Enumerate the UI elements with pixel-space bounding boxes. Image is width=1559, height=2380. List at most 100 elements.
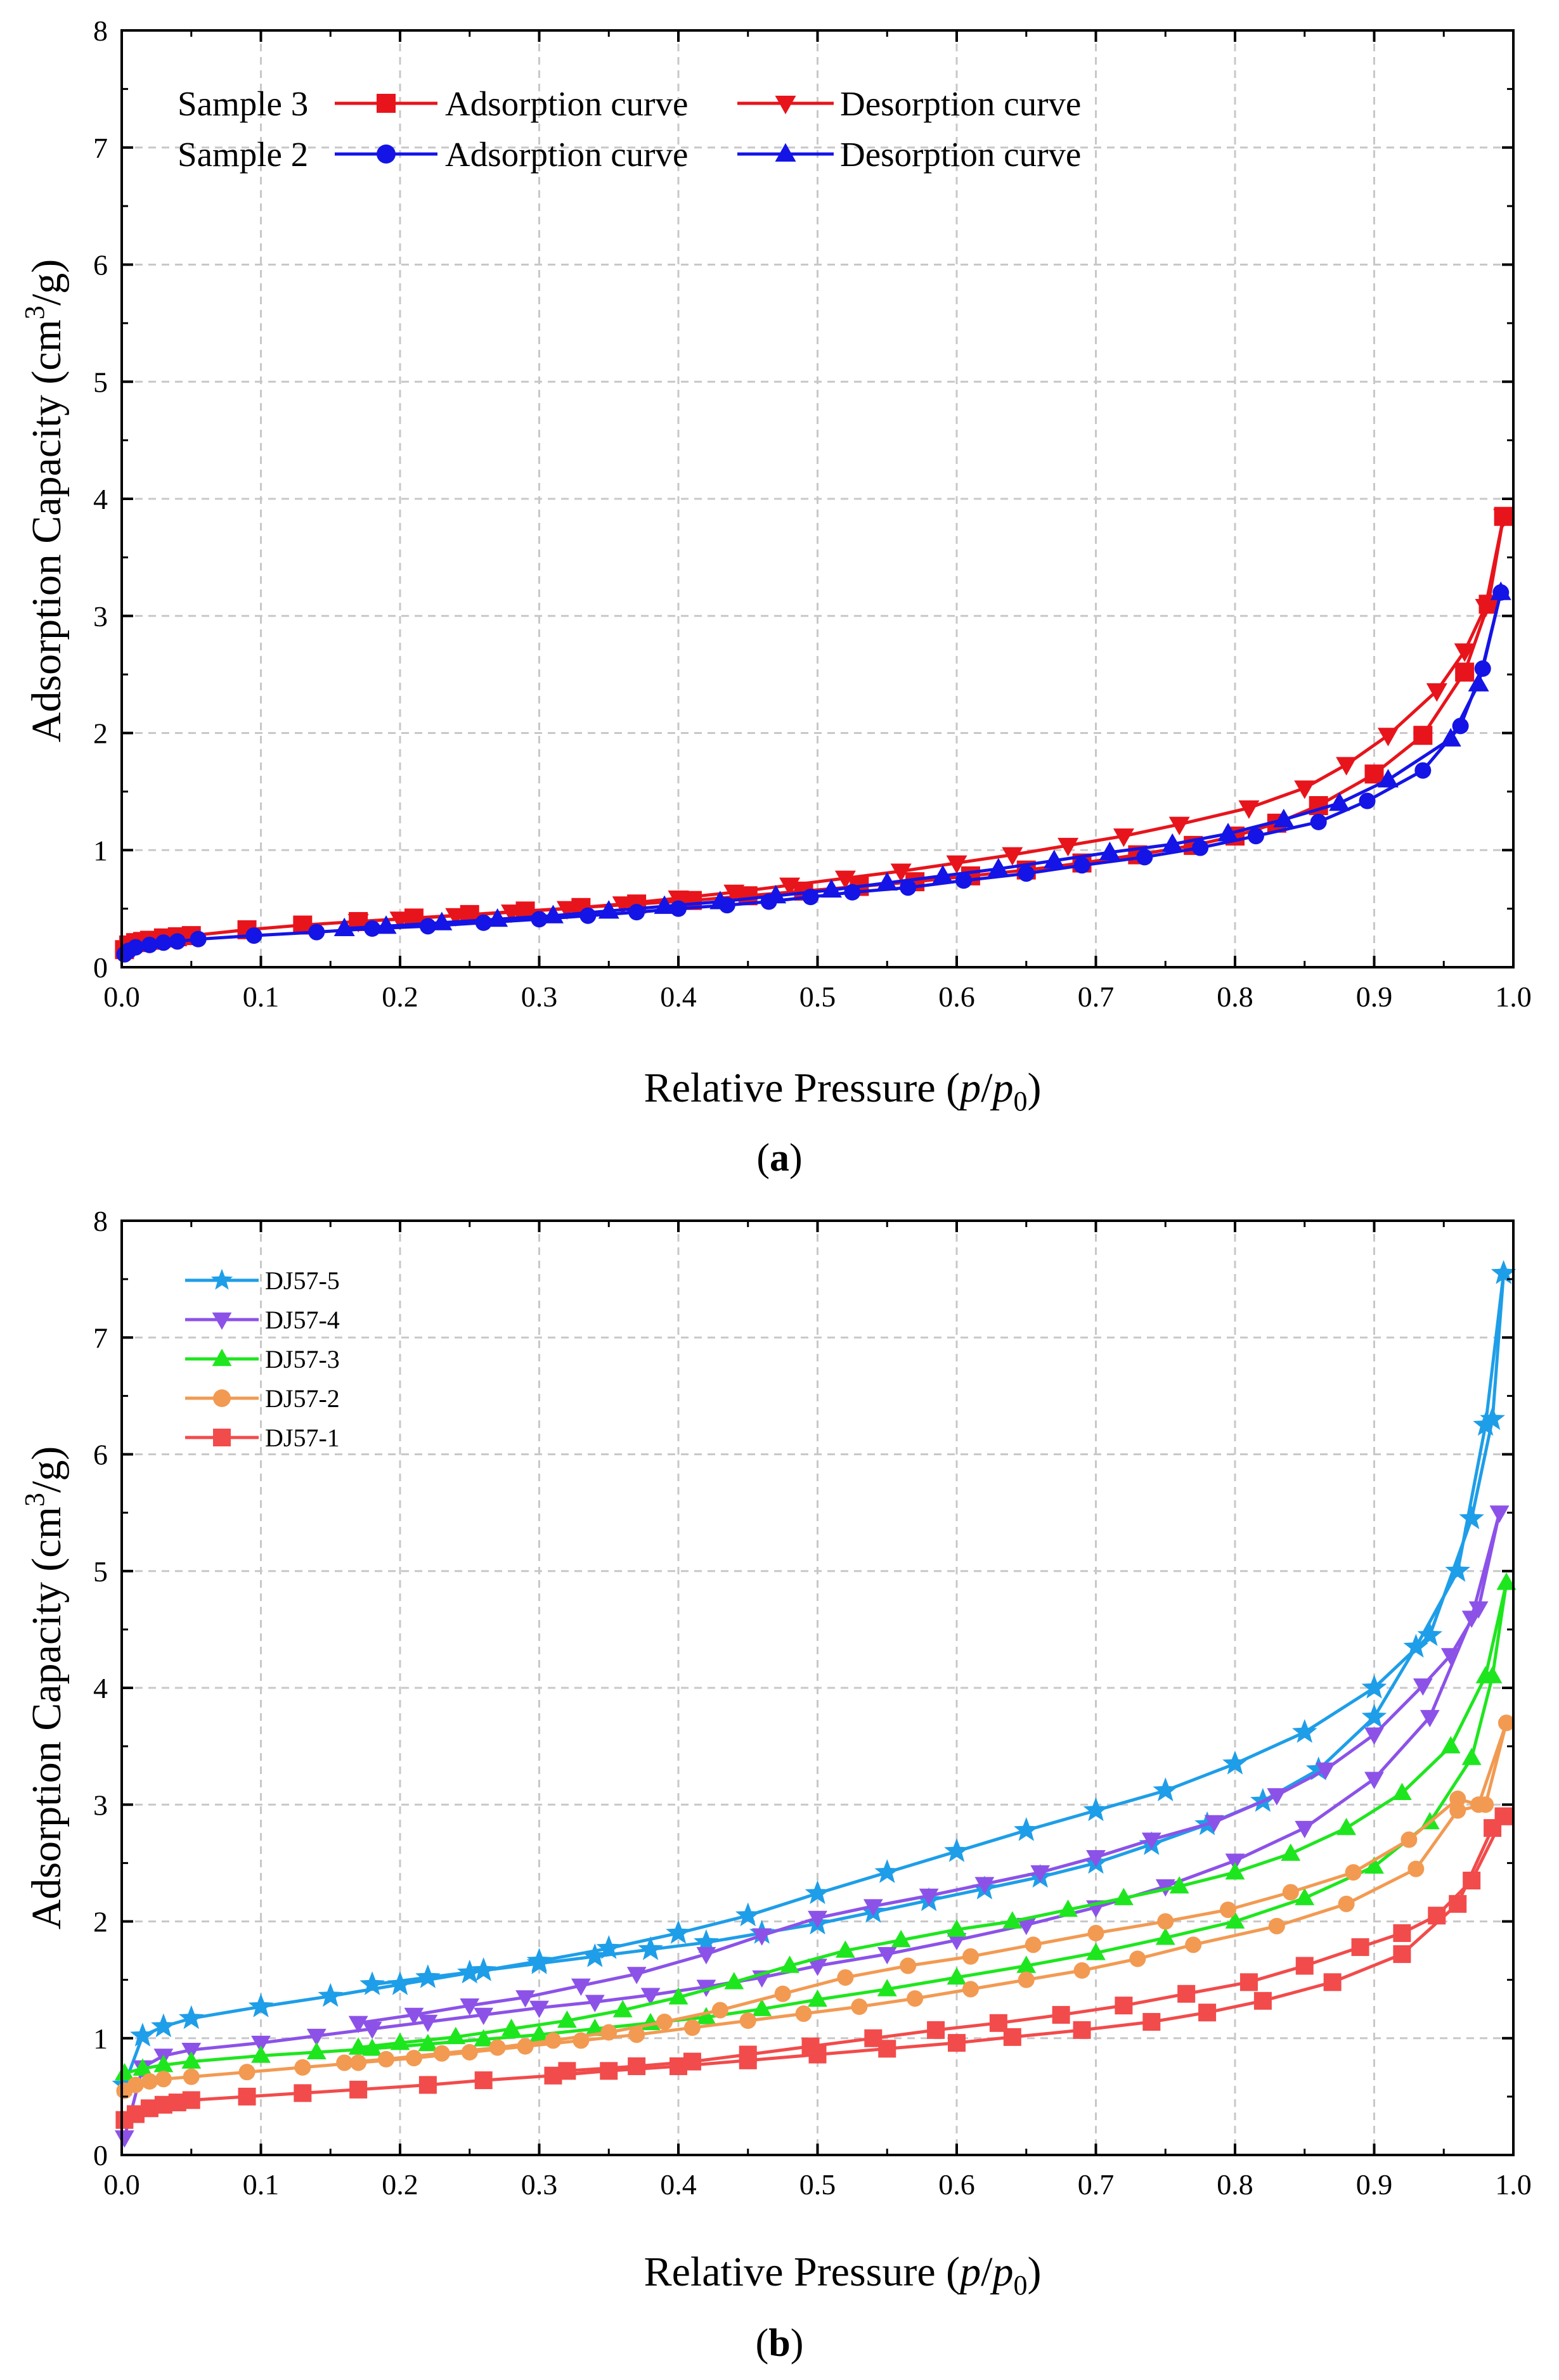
series-sample-2-adsorption-curve-point — [155, 934, 172, 951]
series-dj57-2-desorption-point — [1220, 1901, 1237, 1919]
series-sample-2-adsorption-curve-point — [1310, 813, 1327, 830]
series-sample-3-desorption-curve-point — [1454, 643, 1475, 662]
series-dj57-4-desorption-point — [1440, 1648, 1461, 1666]
series-dj57-4-desorption-point — [1030, 1865, 1051, 1883]
series-dj57-3-adsorption-point — [808, 1989, 827, 2007]
series-dj57-2-adsorption-point — [1268, 1917, 1285, 1934]
series-dj57-2-adsorption-point — [1407, 1860, 1425, 1877]
series-dj57-4-desorption-point — [1489, 1505, 1510, 1523]
series-dj57-2-desorption-point — [1025, 1936, 1042, 1953]
series-dj57-1-desorption-point — [1239, 1973, 1258, 1991]
legend-adsorption-marker — [377, 94, 396, 113]
series-dj57-4-desorption-point — [1141, 1832, 1161, 1850]
series-sample-2-adsorption-curve-point — [670, 900, 687, 917]
series-dj57-1-adsorption-point — [1073, 2021, 1091, 2039]
series-dj57-2-adsorption-point — [851, 1998, 868, 2016]
series-dj57-5-desorption-point — [470, 1957, 496, 1981]
series-sample-2-desorption-curve-point — [333, 917, 355, 937]
series-dj57-2-adsorption-point — [795, 2005, 812, 2023]
series-dj57-1-desorption-point — [864, 2029, 883, 2047]
series-dj57-3-desorption-point — [1002, 1911, 1023, 1929]
series-sample-2-adsorption-curve-point — [1247, 828, 1264, 845]
series-dj57-1-adsorption-point — [238, 2087, 256, 2106]
series-dj57-3-desorption-point — [1225, 1862, 1245, 1880]
x-tick-label: 0.1 — [243, 981, 280, 1013]
series-dj57-5-adsorption-point — [179, 2005, 204, 2029]
series-sample-2-desorption-curve-point — [876, 872, 898, 891]
y-tick-label: 0 — [93, 951, 108, 984]
y-axis-title-main: Adsorption Capacity (cm — [23, 319, 70, 742]
series-dj57-5-adsorption-point — [1014, 1817, 1039, 1841]
series-dj57-4-desorption — [348, 1505, 1510, 2033]
series-dj57-1-desorption-point — [1295, 1957, 1314, 1975]
series-dj57-5-desorption-point — [415, 1964, 441, 1988]
series-dj57-3-desorption-point — [1496, 1573, 1517, 1590]
y-tick-label: 0 — [93, 2139, 108, 2171]
series-dj57-1-adsorption-point — [600, 2062, 618, 2080]
legend-desorption-marker — [775, 96, 796, 115]
series-dj57-1-desorption-point — [1115, 1997, 1133, 2015]
x-tick-label: 0.2 — [382, 981, 418, 1013]
series-dj57-2-adsorption-line — [124, 1722, 1508, 2092]
series-dj57-2-adsorption-point — [628, 2026, 645, 2043]
series-dj57-4-desorption-point — [571, 1978, 591, 1996]
series-dj57-3-desorption — [348, 1573, 1517, 2055]
series-sample-3-desorption-curve-point — [668, 890, 689, 910]
series-dj57-2-desorption-point — [1282, 1884, 1299, 1901]
series-dj57-2-adsorption-point — [238, 2064, 256, 2081]
series-dj57-2-adsorption-point — [907, 1990, 924, 2007]
x-axis-title-p: p — [957, 2249, 981, 2295]
series-dj57-4-adsorption-point — [585, 1995, 605, 2012]
series-dj57-1-adsorption-point — [349, 2080, 368, 2099]
series-dj57-4-adsorption-point — [640, 1988, 661, 2005]
series-dj57-3-desorption-point — [557, 2010, 577, 2028]
y-axis-title-sup: 3 — [19, 1493, 50, 1507]
series-sample-2-desorption-curve-point — [431, 911, 453, 930]
series-dj57-5-adsorption-point — [1153, 1777, 1178, 1801]
series-dj57-4-desorption-point — [460, 1998, 480, 2016]
x-tick-label: 0.8 — [1217, 2168, 1253, 2201]
y-tick-label: 4 — [93, 1672, 108, 1704]
series-sample-2-adsorption-curve-point — [628, 904, 645, 921]
series-sample-2-adsorption-curve-point — [127, 939, 144, 956]
series-dj57-5-adsorption-point — [248, 1993, 274, 2017]
series-dj57-5-desorption-point — [1473, 1412, 1498, 1436]
series-dj57-1-desorption-point — [1428, 1907, 1446, 1925]
x-tick-label: 1.0 — [1495, 981, 1532, 1013]
series-dj57-5-desorption-point — [1403, 1633, 1429, 1658]
series-sample-2-adsorption-curve-point — [308, 923, 325, 941]
series-dj57-3-desorption-point — [668, 1987, 689, 2005]
series-sample-2-desorption-curve — [333, 581, 1511, 937]
series-dj57-5-adsorption-point — [1292, 1719, 1317, 1743]
legend-label: DJ57-2 — [265, 1384, 340, 1413]
series-dj57-1-adsorption-point — [1198, 2004, 1217, 2022]
series-dj57-4-desorption-point — [348, 2016, 368, 2033]
x-tick-label: 0.7 — [1078, 2168, 1115, 2201]
series-dj57-3-desorption-point — [390, 2033, 410, 2050]
series-sample-2-adsorption-curve-point — [169, 933, 186, 950]
series-dj57-2-desorption-point — [1449, 1791, 1466, 1808]
legend-label: DJ57-4 — [265, 1306, 340, 1334]
series-dj57-5-adsorption-point — [151, 2013, 176, 2038]
series-dj57-4-desorption-point — [1086, 1849, 1106, 1868]
series-dj57-3-adsorption-point — [1364, 1856, 1384, 1874]
series-dj57-2-desorption-point — [900, 1957, 917, 1974]
series-sample-3-desorption-curve-point — [1377, 728, 1399, 747]
series-sample-2-adsorption-curve-point — [955, 872, 972, 889]
series-sample-2-desorption-curve-point — [709, 891, 731, 910]
x-axis-title-close: ) — [1027, 2249, 1041, 2295]
series-dj57-4-adsorption-point — [947, 1933, 967, 1951]
series-dj57-2-desorption-point — [774, 1985, 791, 2002]
series-dj57-3-adsorption-point — [1016, 1955, 1037, 1973]
series-dj57-2-adsorption-point — [1129, 1950, 1146, 1967]
y-tick-label: 6 — [93, 249, 108, 281]
series-dj57-4-desorption-point — [1413, 1678, 1433, 1696]
series-dj57-4-adsorption-point — [808, 1959, 827, 1976]
x-tick-label: 0.9 — [1356, 981, 1393, 1013]
series-dj57-4-desorption-point — [752, 1928, 772, 1946]
series-sample-3-desorption-curve-point — [1336, 757, 1357, 776]
y-tick-label: 3 — [93, 600, 108, 633]
series-dj57-2-desorption-point — [336, 2054, 353, 2071]
series-dj57-1-desorption-point — [739, 2045, 757, 2064]
x-axis-title-main: Relative Pressure ( — [644, 1065, 961, 1111]
